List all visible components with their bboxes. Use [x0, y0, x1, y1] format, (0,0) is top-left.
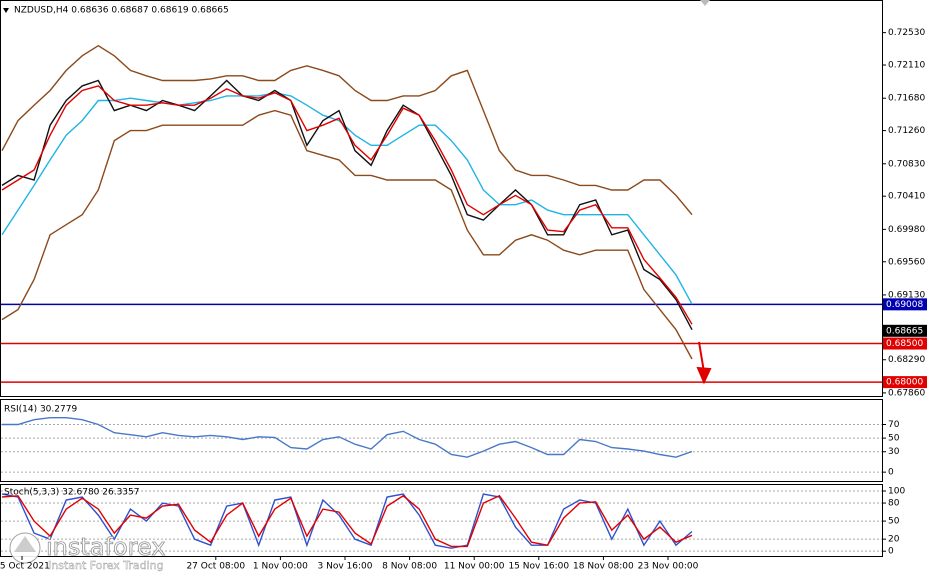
- y-tick-label: 0.71680: [888, 94, 925, 104]
- y-tick-label: 20: [888, 535, 900, 545]
- y-tick-label: 80: [888, 499, 900, 509]
- series-line: [1, 109, 693, 360]
- y-tick-label: 0: [888, 547, 894, 557]
- level-tag: [883, 298, 927, 311]
- x-tick-label: 15 Nov 16:00: [508, 562, 569, 572]
- x-tick-label: 11 Nov 00:00: [444, 562, 505, 572]
- x-tick-label: 3 Nov 16:00: [318, 562, 373, 572]
- y-tick-label: 0.67860: [888, 388, 925, 398]
- series-line: [1, 494, 693, 548]
- level-label: 0.68000: [886, 378, 923, 388]
- shift-marker: [700, 0, 710, 6]
- watermark-brand: instaforex: [46, 533, 166, 561]
- stoch-panel-frame: [0, 484, 883, 557]
- series-line: [2, 417, 693, 458]
- y-tick-label: 0.69130: [888, 290, 925, 300]
- level-label: 0.69008: [886, 300, 923, 310]
- menu-arrow[interactable]: [3, 8, 9, 13]
- x-tick-label: 15 Oct 2021: [0, 562, 50, 572]
- y-tick-label: 0.69980: [888, 225, 925, 235]
- y-tick-label: 0.68290: [888, 355, 925, 365]
- rsi-title: RSI(14) 30.2779: [4, 405, 77, 415]
- y-tick-label: 30: [888, 447, 900, 457]
- y-tick-label: 100: [888, 487, 905, 497]
- x-tick-label: 8 Nov 08:00: [382, 562, 437, 572]
- x-tick-label: 23 Nov 00:00: [638, 562, 699, 572]
- series-line: [1, 44, 693, 216]
- y-tick-label: 0.70410: [888, 192, 925, 202]
- y-tick-label: 0.72110: [888, 61, 925, 71]
- x-tick-label: 18 Nov 08:00: [573, 562, 634, 572]
- y-tick-label: 50: [888, 434, 900, 444]
- y-tick-label: 0.72530: [888, 28, 925, 38]
- target-arrow: [696, 341, 712, 385]
- watermark: instaforex Instant Forex Trading: [9, 532, 166, 572]
- series-line: [1, 85, 693, 325]
- chart-title: NZDUSD,H4 0.68636 0.68687 0.68619 0.6866…: [14, 6, 229, 16]
- y-tick-label: 50: [888, 517, 900, 527]
- rsi-panel-frame: [0, 399, 883, 482]
- y-tick-label: 0.69560: [888, 257, 925, 267]
- stoch-title: Stoch(5,3,3) 32.6780 26.3357: [4, 488, 139, 498]
- price-panel-frame: [0, 0, 883, 397]
- x-tick-label: 1 Nov 00:00: [253, 562, 308, 572]
- last-price-label: 0.68665: [886, 326, 923, 336]
- series-line: [1, 493, 693, 549]
- marks: [1, 44, 882, 552]
- y-tick-label: 70: [888, 420, 900, 430]
- logo-mark: [14, 536, 36, 552]
- level-tag: [883, 337, 927, 350]
- level-tag: [883, 376, 927, 389]
- y-tick-label: 0: [888, 468, 894, 478]
- watermark-tagline: Instant Forex Trading: [48, 559, 164, 572]
- x-tick-label: 27 Oct 08:00: [186, 562, 245, 572]
- y-tick-label: 0.70830: [888, 159, 925, 169]
- y-tick-label: 0.71260: [888, 126, 925, 136]
- level-label: 0.68500: [886, 339, 923, 349]
- last-price-tag: [883, 324, 927, 337]
